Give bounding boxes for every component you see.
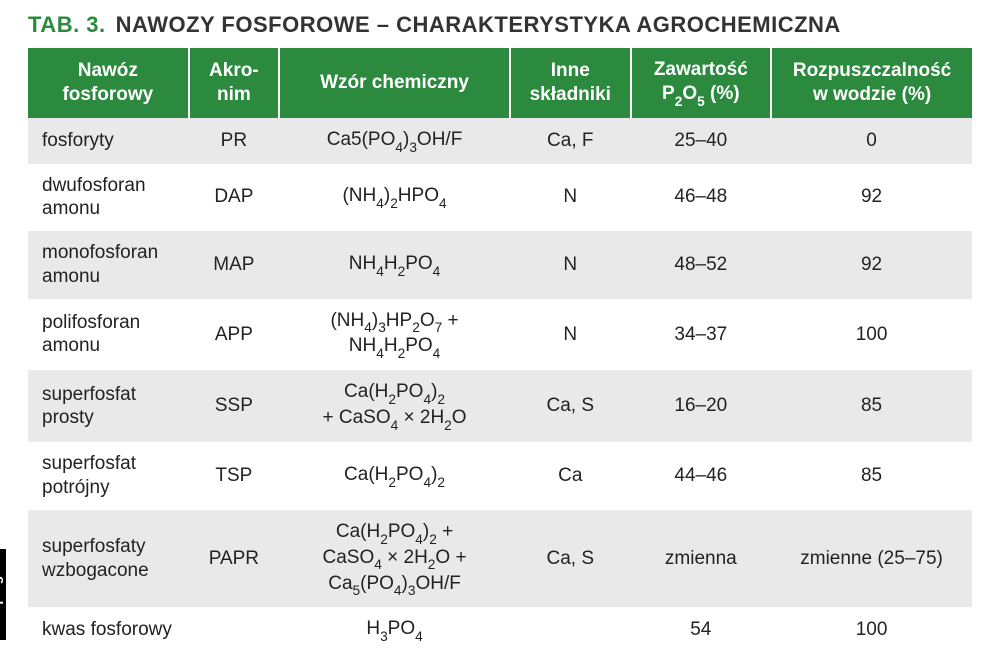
cell-p2o5: 46–48 [631,164,772,232]
cell-name: fosforyty [28,118,189,164]
cell-solubility: 0 [771,118,972,164]
cell-solubility: 85 [771,442,972,510]
cell-solubility: 92 [771,231,972,299]
cell-other: Ca, F [510,118,631,164]
cell-formula: (NH4)3HP2O7 +NH4H2PO4 [279,299,510,371]
cell-name: polifosforan amonu [28,299,189,371]
cell-acronym: TSP [189,442,279,510]
cell-other: N [510,231,631,299]
cell-other: N [510,164,631,232]
column-header-solub: Rozpuszczalnośćw wodzie (%) [771,48,972,118]
cell-acronym: PAPR [189,510,279,608]
column-header-acronym: Akro-nim [189,48,279,118]
table-header: NawózfosforowyAkro-nimWzór chemicznyInne… [28,48,972,118]
column-header-p2o5: ZawartośćP2O5 (%) [631,48,772,118]
cell-solubility: zmienne (25–75) [771,510,972,608]
table-row: superfosfat potrójnyTSPCa(H2PO4)2Ca44–46… [28,442,972,510]
cell-name: dwufosforan amonu [28,164,189,232]
column-header-name: Nawózfosforowy [28,48,189,118]
cell-name: kwas fosforowy [28,607,189,653]
cell-formula: (NH4)2HPO4 [279,164,510,232]
cell-other: Ca, S [510,370,631,442]
cell-name: monofosforan amonu [28,231,189,299]
cell-p2o5: 25–40 [631,118,772,164]
cell-solubility: 85 [771,370,972,442]
cell-p2o5: 16–20 [631,370,772,442]
cell-other: Ca, S [510,510,631,608]
fertilizer-table: NawózfosforowyAkro-nimWzór chemicznyInne… [28,48,972,653]
cell-acronym: MAP [189,231,279,299]
credit-badge: © top agrar [0,549,6,640]
cell-acronym: PR [189,118,279,164]
table-row: dwufosforan amonuDAP(NH4)2HPO4N46–4892 [28,164,972,232]
cell-name: superfosfat potrójny [28,442,189,510]
cell-solubility: 100 [771,607,972,653]
cell-p2o5: zmienna [631,510,772,608]
cell-acronym: APP [189,299,279,371]
column-header-formula: Wzór chemiczny [279,48,510,118]
cell-formula: Ca(H2PO4)2 +CaSO4 × 2H2O +Ca5(PO4)3OH/F [279,510,510,608]
cell-other: Ca [510,442,631,510]
column-header-other: Inneskładniki [510,48,631,118]
cell-name: superfosfat prosty [28,370,189,442]
cell-p2o5: 44–46 [631,442,772,510]
cell-solubility: 100 [771,299,972,371]
cell-formula: Ca5(PO4)3OH/F [279,118,510,164]
cell-acronym: DAP [189,164,279,232]
cell-p2o5: 54 [631,607,772,653]
table-row: superfosfat prostySSPCa(H2PO4)2+ CaSO4 ×… [28,370,972,442]
cell-acronym [189,607,279,653]
title-main: NAWOZY FOSFOROWE – CHARAKTERYSTYKA AGROC… [116,12,841,38]
table-row: polifosforan amonuAPP(NH4)3HP2O7 +NH4H2P… [28,299,972,371]
cell-formula: H3PO4 [279,607,510,653]
cell-formula: Ca(H2PO4)2 [279,442,510,510]
cell-formula: Ca(H2PO4)2+ CaSO4 × 2H2O [279,370,510,442]
cell-p2o5: 34–37 [631,299,772,371]
table-title: TAB. 3. NAWOZY FOSFOROWE – CHARAKTERYSTY… [28,12,972,38]
cell-solubility: 92 [771,164,972,232]
title-prefix: TAB. 3. [28,12,106,38]
table-row: superfosfaty wzbogaconePAPRCa(H2PO4)2 +C… [28,510,972,608]
table-row: kwas fosforowy H3PO4 54100 [28,607,972,653]
table-row: monofosforan amonuMAPNH4H2PO4N48–5292 [28,231,972,299]
cell-acronym: SSP [189,370,279,442]
cell-p2o5: 48–52 [631,231,772,299]
cell-other: N [510,299,631,371]
cell-formula: NH4H2PO4 [279,231,510,299]
table-row: fosforytyPRCa5(PO4)3OH/FCa, F25–400 [28,118,972,164]
table-body: fosforytyPRCa5(PO4)3OH/FCa, F25–400dwufo… [28,118,972,654]
cell-name: superfosfaty wzbogacone [28,510,189,608]
cell-other [510,607,631,653]
